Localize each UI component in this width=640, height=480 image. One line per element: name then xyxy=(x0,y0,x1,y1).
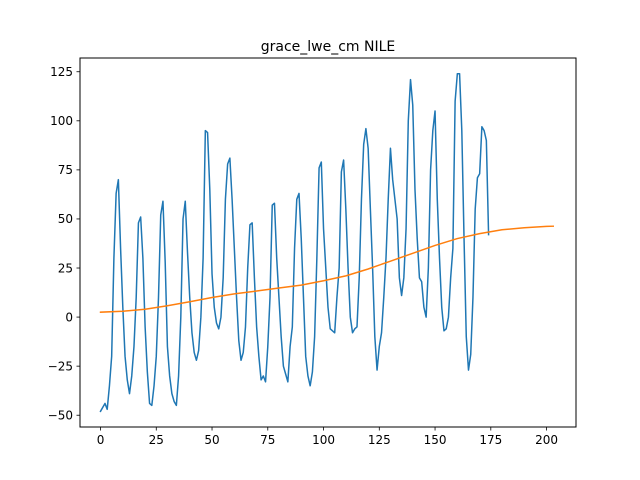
y-axis: −50 −25 0 25 50 75 100 125 xyxy=(48,65,80,423)
chart-title: grace_lwe_cm NILE xyxy=(261,39,396,55)
x-axis: 0 25 50 75 100 125 150 175 200 xyxy=(97,427,558,447)
y-tick-label: 0 xyxy=(65,310,73,324)
y-tick-label: 100 xyxy=(50,114,73,128)
y-tick-label: 25 xyxy=(58,261,73,275)
series-layer xyxy=(99,72,555,413)
y-tick-label: 75 xyxy=(58,163,73,177)
x-tick-label: 200 xyxy=(535,433,558,447)
series-line-trend xyxy=(99,225,555,313)
x-tick-label: 75 xyxy=(260,433,275,447)
plot-area-frame xyxy=(79,57,577,428)
x-tick-label: 0 xyxy=(97,433,105,447)
series-line-grace-lwe-cm xyxy=(99,72,490,413)
x-tick-label: 25 xyxy=(149,433,164,447)
y-tick-label: 50 xyxy=(58,212,73,226)
x-tick-label: 50 xyxy=(204,433,219,447)
x-tick-label: 150 xyxy=(424,433,447,447)
y-tick-label: −50 xyxy=(48,409,73,423)
y-tick-label: −25 xyxy=(48,359,73,373)
y-tick-label: 125 xyxy=(50,65,73,79)
x-tick-label: 100 xyxy=(312,433,335,447)
x-tick-label: 125 xyxy=(368,433,391,447)
x-tick-label: 175 xyxy=(479,433,502,447)
